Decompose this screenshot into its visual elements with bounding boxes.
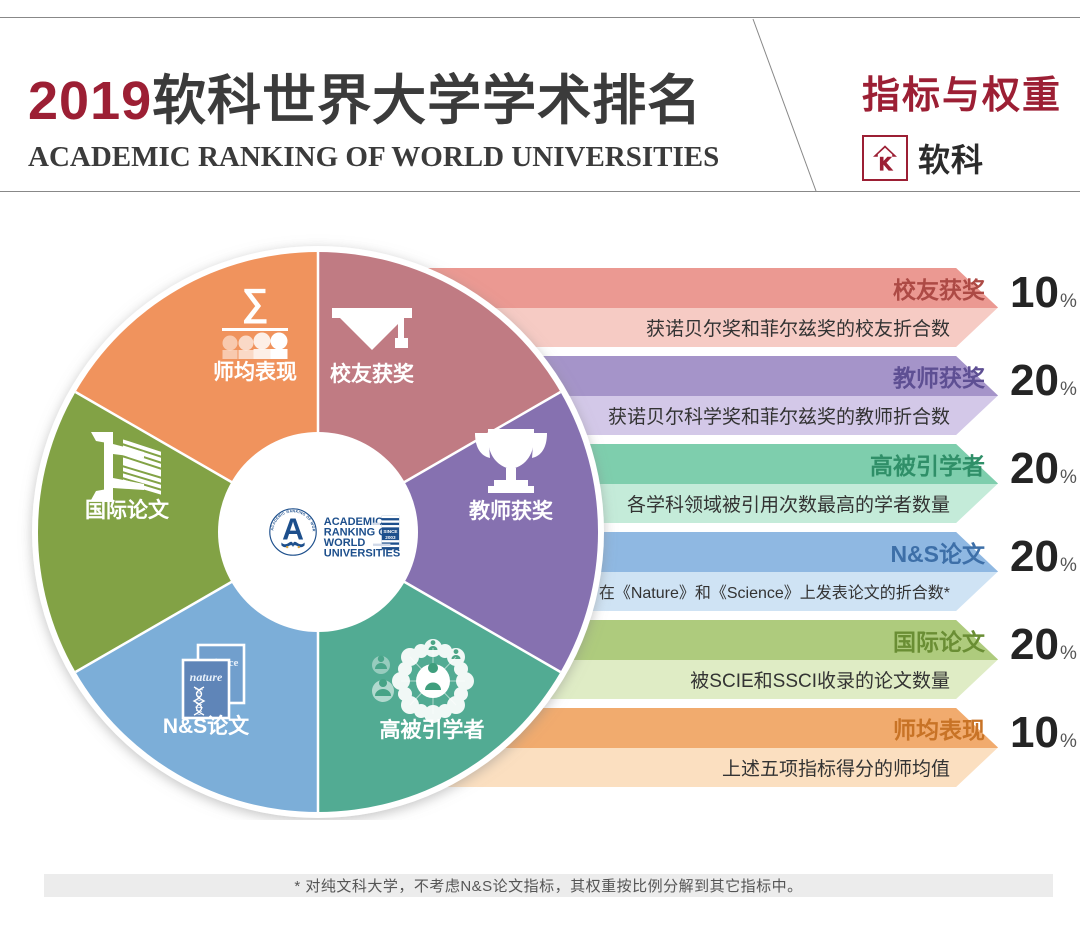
svg-text:N&S论文: N&S论文 <box>163 714 250 738</box>
svg-text:∑: ∑ <box>241 282 268 324</box>
svg-text:nature: nature <box>190 670 223 684</box>
svg-text:国际论文: 国际论文 <box>85 498 170 522</box>
svg-text:2003: 2003 <box>385 535 396 540</box>
svg-text:SINCE: SINCE <box>383 529 397 534</box>
svg-text:A: A <box>282 514 304 547</box>
svg-text:高被引学者: 高被引学者 <box>380 718 485 742</box>
svg-text:教师获奖: 教师获奖 <box>469 499 554 523</box>
svg-text:师均表现: 师均表现 <box>213 360 297 384</box>
svg-text:校友获奖: 校友获奖 <box>330 362 415 386</box>
